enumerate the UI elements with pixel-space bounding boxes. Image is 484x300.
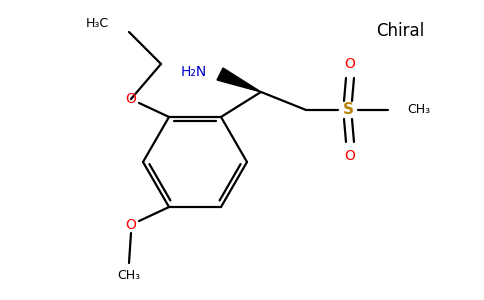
Text: O: O [345,149,355,163]
Text: O: O [125,218,136,232]
Text: O: O [125,92,136,106]
Text: H₂N: H₂N [181,65,207,79]
Text: Chiral: Chiral [376,22,424,40]
Text: S: S [343,103,353,118]
Text: CH₃: CH₃ [407,103,430,116]
Text: O: O [345,57,355,71]
Text: H₃C: H₃C [86,17,109,31]
Text: CH₃: CH₃ [118,268,140,281]
Polygon shape [217,68,261,92]
